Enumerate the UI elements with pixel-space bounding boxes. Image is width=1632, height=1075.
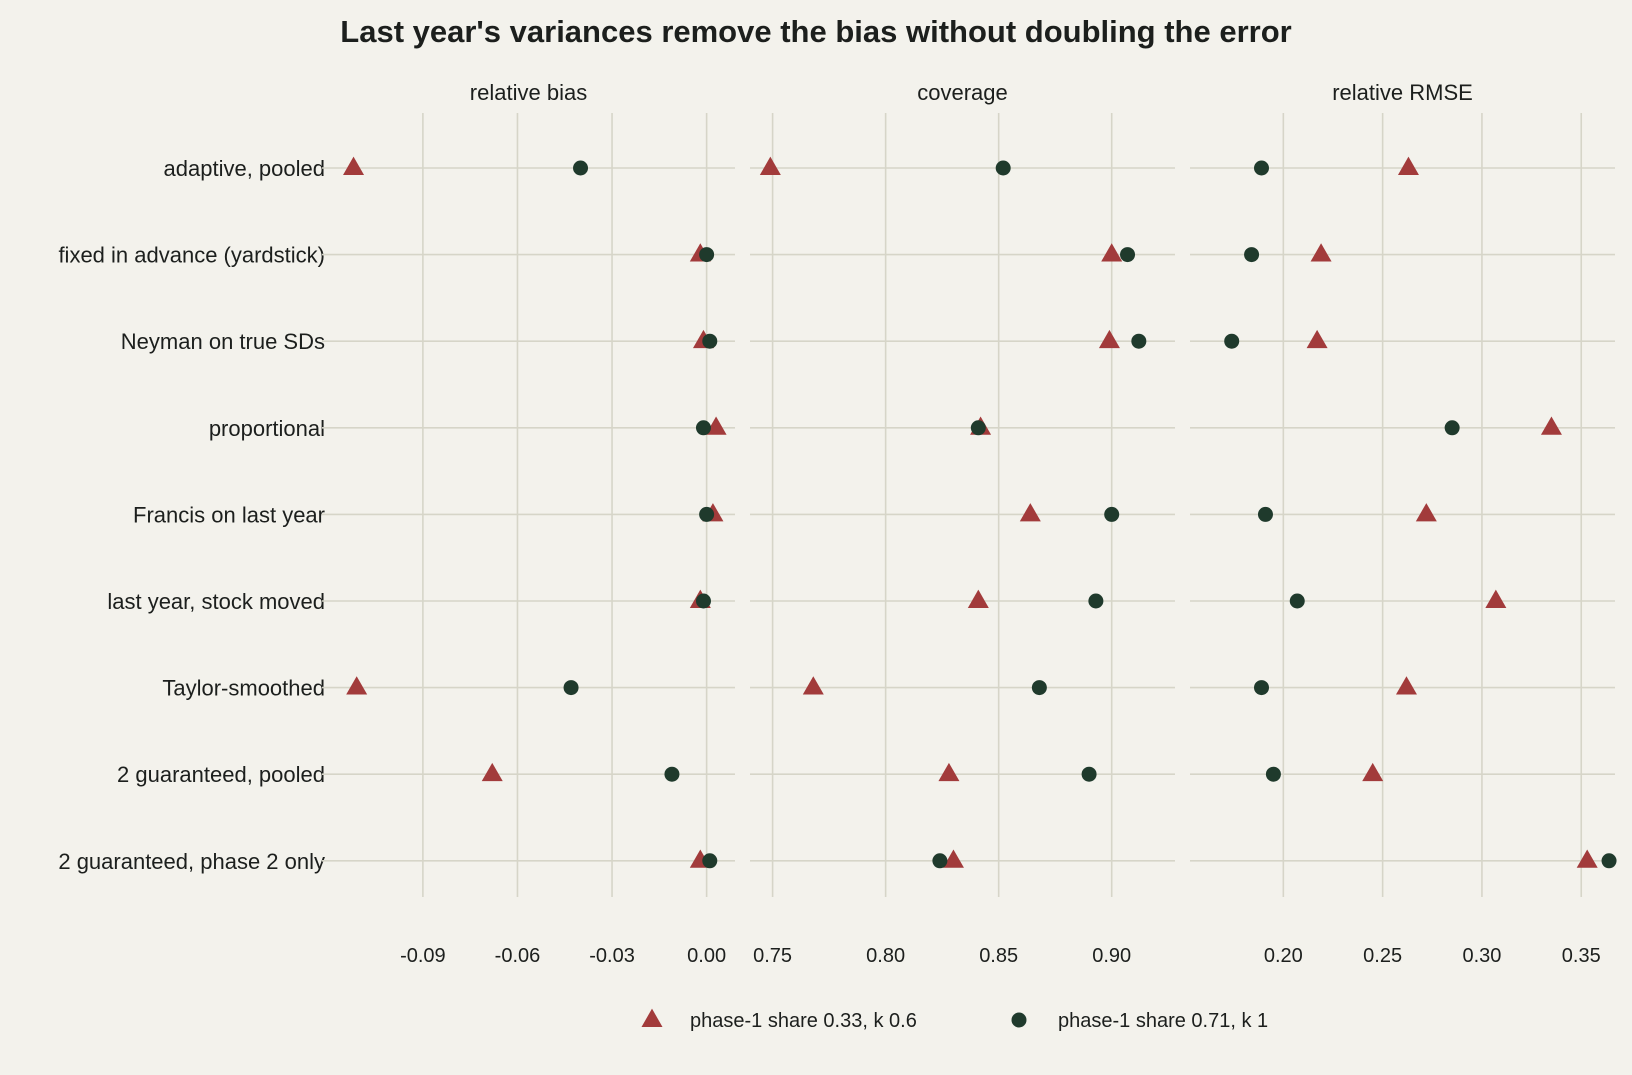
marker-triangle-2-1: [1310, 243, 1332, 262]
marker-circle-1-6: [1031, 680, 1047, 696]
marker-triangle-1-6: [802, 676, 824, 695]
marker-triangle-1-4: [1019, 503, 1041, 522]
row-label-4: Francis on last year: [133, 502, 325, 527]
marker-circle-2-7: [1265, 766, 1281, 782]
legend-circle-icon: [1011, 1012, 1027, 1028]
marker-circle-2-4: [1257, 506, 1273, 522]
marker-circle-2-1: [1244, 247, 1260, 263]
tick-label-1-3: 0.90: [1092, 945, 1131, 967]
marker-circle-1-2: [1131, 333, 1147, 349]
marker-circle-0-5: [695, 593, 711, 609]
marker-circle-1-8: [932, 853, 948, 869]
marker-triangle-2-4: [1415, 503, 1437, 522]
tick-label-1-2: 0.85: [979, 945, 1018, 967]
marker-triangle-2-2: [1306, 329, 1328, 349]
marker-triangle-0-0: [343, 156, 365, 175]
legend: phase-1 share 0.33, k 0.6 phase-1 share 0…: [641, 1008, 1268, 1032]
tick-label-0-1: -0.06: [495, 945, 541, 967]
marker-circle-1-5: [1088, 593, 1104, 609]
plot-area: adaptive, pooled fixed in advance (yardst…: [58, 80, 1617, 967]
marker-triangle-2-6: [1395, 676, 1417, 695]
marker-triangle-1-7: [938, 762, 960, 782]
row-label-5: last year, stock moved: [107, 589, 325, 614]
marker-circle-1-7: [1081, 766, 1097, 782]
marker-circle-0-1: [699, 247, 715, 263]
chart-title: Last year's variances remove the bias wi…: [340, 14, 1291, 49]
tick-label-0-3: 0.00: [687, 945, 726, 967]
marker-circle-2-2: [1224, 333, 1240, 349]
panel-0: relative bias -0.09 -0.06 -0.03 0.00: [322, 80, 735, 967]
marker-circle-1-0: [995, 160, 1011, 176]
marker-circle-1-3: [970, 420, 986, 436]
legend-triangle-icon: [641, 1008, 663, 1027]
marker-circle-0-2: [702, 333, 718, 349]
marker-circle-2-3: [1444, 420, 1460, 436]
panel-2: relative RMSE 0.20 0.25 0.30 0.35: [1190, 80, 1617, 967]
marker-circle-0-0: [573, 160, 589, 176]
marker-triangle-2-5: [1485, 589, 1507, 608]
marker-triangle-1-8: [942, 849, 964, 868]
tick-label-2-1: 0.25: [1363, 945, 1402, 967]
marker-circle-0-7: [664, 766, 680, 782]
tick-label-1-0: 0.75: [753, 945, 792, 967]
marker-triangle-0-6: [346, 676, 368, 695]
marker-circle-0-6: [563, 680, 579, 696]
marker-circle-0-8: [702, 853, 718, 869]
marker-circle-2-5: [1289, 593, 1305, 609]
row-label-2: Neyman on true SDs: [121, 329, 325, 354]
marker-circle-2-0: [1253, 160, 1269, 176]
panel-title-2: relative RMSE: [1332, 80, 1473, 105]
row-label-7: 2 guaranteed, pooled: [117, 762, 325, 787]
marker-circle-1-4: [1104, 506, 1120, 522]
marker-triangle-2-7: [1362, 762, 1384, 782]
marker-circle-2-6: [1253, 680, 1269, 696]
marker-triangle-0-7: [481, 762, 503, 782]
legend-label-1: phase-1 share 0.71, k 1: [1058, 1010, 1268, 1032]
marker-circle-0-4: [699, 506, 715, 522]
marker-triangle-2-8: [1576, 849, 1598, 868]
row-label-6: Taylor-smoothed: [162, 676, 325, 701]
tick-label-0-0: -0.09: [400, 945, 446, 967]
tick-label-1-1: 0.80: [866, 945, 905, 967]
marker-triangle-0-3: [705, 416, 727, 435]
tick-label-2-2: 0.30: [1462, 945, 1501, 967]
marker-triangle-1-2: [1098, 329, 1120, 349]
marker-triangle-1-5: [967, 589, 989, 608]
marker-circle-0-3: [695, 420, 711, 436]
marker-circle-1-1: [1120, 247, 1136, 263]
row-label-0: adaptive, pooled: [164, 156, 325, 181]
tick-label-2-0: 0.20: [1264, 945, 1303, 967]
panel-1: coverage 0.75 0.80 0.85 0.90: [750, 80, 1175, 967]
row-label-1: fixed in advance (yardstick): [58, 243, 325, 268]
marker-triangle-1-0: [759, 156, 781, 175]
panel-title-0: relative bias: [470, 80, 587, 105]
row-label-3: proportional: [209, 416, 325, 441]
marker-triangle-1-1: [1101, 243, 1123, 262]
tick-label-2-3: 0.35: [1562, 945, 1601, 967]
panel-title-1: coverage: [917, 80, 1008, 105]
marker-circle-2-8: [1601, 853, 1617, 869]
marker-triangle-2-0: [1397, 156, 1419, 175]
legend-label-0: phase-1 share 0.33, k 0.6: [690, 1010, 917, 1032]
row-label-8: 2 guaranteed, phase 2 only: [58, 849, 325, 874]
marker-triangle-2-3: [1540, 416, 1562, 435]
tick-label-0-2: -0.03: [589, 945, 635, 967]
